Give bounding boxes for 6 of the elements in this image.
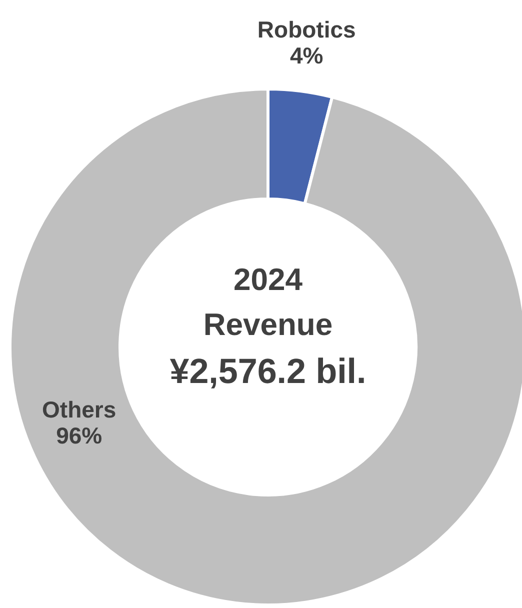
data-label: 96% — [56, 422, 102, 448]
data-label: 4% — [290, 42, 324, 68]
text: 2024 Revenue — [203, 262, 333, 342]
slice-label: Robotics — [257, 16, 356, 42]
slice-label: Others — [42, 396, 116, 422]
text: ¥2,576.2 bil. — [170, 352, 366, 391]
